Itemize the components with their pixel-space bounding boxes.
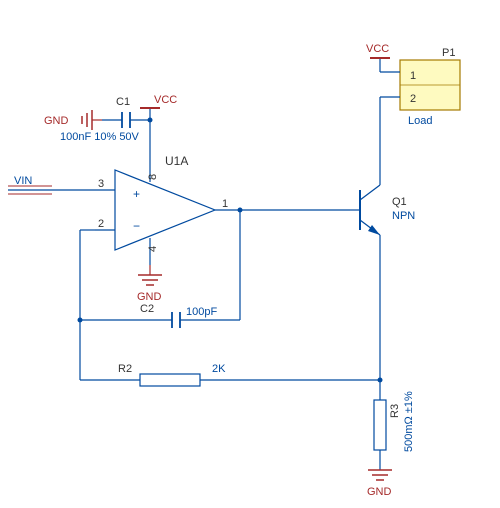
vcc-p1-label: VCC (366, 43, 389, 55)
gnd-r3: GND (367, 470, 392, 498)
u1-pin1: 1 (222, 198, 228, 210)
c2-value: 100pF (186, 306, 217, 318)
gnd-c1-label: GND (44, 115, 69, 127)
opamp-u1a: + − 3 2 1 8 4 U1A (95, 154, 240, 265)
u1-pin3: 3 (98, 178, 104, 190)
gnd-u1: GND (137, 265, 162, 303)
npn-q1: Q1 NPN (350, 110, 415, 380)
svg-text:−: − (133, 219, 140, 233)
vin-label: VIN (14, 175, 32, 187)
r2-value: 2K (212, 363, 226, 375)
net-vin: VIN (8, 175, 95, 194)
p1-pin1: 1 (410, 70, 416, 82)
r2-ref: R2 (118, 363, 132, 375)
c1-value: 100nF 10% 50V (60, 131, 140, 143)
q1-type: NPN (392, 210, 415, 222)
gnd-r3-label: GND (367, 486, 392, 498)
svg-text:+: + (133, 187, 140, 201)
c2-ref: C2 (140, 303, 154, 315)
res-r2: R2 2K (80, 363, 380, 386)
q1-ref: Q1 (392, 196, 407, 208)
schematic-canvas: + − 3 2 1 8 4 U1A GND VCC C1 10 (0, 0, 500, 508)
r3-value: 500mΩ ±1% (403, 391, 415, 452)
u1-pin4: 4 (147, 246, 159, 252)
c1-ref: C1 (116, 96, 130, 108)
r3-ref: R3 (389, 404, 401, 418)
cap-c1: C1 100nF 10% 50V GND (44, 96, 153, 143)
u1-pin2: 2 (98, 218, 104, 230)
p1-pin2: 2 (410, 93, 416, 105)
vcc-u1-label: VCC (154, 94, 177, 106)
p1-label: Load (408, 115, 432, 127)
junction-inv-c2 (78, 318, 83, 323)
u1-pin8: 8 (147, 174, 159, 180)
gnd-u1-label: GND (137, 291, 162, 303)
p1-ref: P1 (442, 47, 455, 59)
res-r3: R3 500mΩ ±1% (374, 380, 415, 470)
u1-ref: U1A (165, 154, 188, 168)
